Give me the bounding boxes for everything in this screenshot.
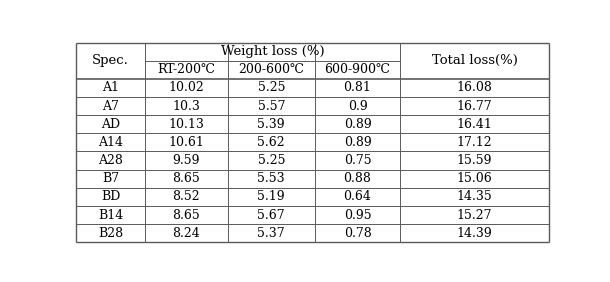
Text: 5.53: 5.53	[257, 172, 285, 185]
Text: 14.35: 14.35	[457, 190, 492, 203]
Text: A14: A14	[98, 136, 123, 149]
Text: B14: B14	[98, 209, 123, 222]
Text: A7: A7	[102, 100, 119, 113]
Text: 8.24: 8.24	[172, 227, 200, 240]
Text: 15.27: 15.27	[457, 209, 492, 222]
Text: 0.81: 0.81	[343, 81, 371, 94]
Text: 200-600℃: 200-600℃	[239, 63, 304, 76]
Text: 5.19: 5.19	[257, 190, 285, 203]
Text: 600-900℃: 600-900℃	[325, 63, 390, 76]
Text: 16.41: 16.41	[457, 118, 492, 131]
Text: 0.78: 0.78	[343, 227, 371, 240]
Text: B7: B7	[102, 172, 119, 185]
Text: AD: AD	[101, 118, 120, 131]
Text: Total loss(%): Total loss(%)	[432, 54, 517, 67]
Text: 5.57: 5.57	[257, 100, 285, 113]
Text: 9.59: 9.59	[173, 154, 200, 167]
Text: 10.61: 10.61	[168, 136, 204, 149]
Text: 5.62: 5.62	[257, 136, 285, 149]
Text: 0.64: 0.64	[343, 190, 371, 203]
Text: 16.77: 16.77	[457, 100, 492, 113]
Text: 15.06: 15.06	[457, 172, 492, 185]
Text: 0.89: 0.89	[343, 118, 371, 131]
Text: RT-200℃: RT-200℃	[157, 63, 215, 76]
Text: 5.37: 5.37	[257, 227, 285, 240]
Text: 10.02: 10.02	[168, 81, 204, 94]
Text: BD: BD	[101, 190, 120, 203]
Text: 10.3: 10.3	[172, 100, 200, 113]
Text: 0.95: 0.95	[343, 209, 371, 222]
Text: 5.39: 5.39	[257, 118, 285, 131]
Text: 0.9: 0.9	[348, 100, 367, 113]
Text: 0.75: 0.75	[343, 154, 371, 167]
Text: 5.25: 5.25	[257, 154, 285, 167]
Text: A28: A28	[98, 154, 123, 167]
Text: 8.65: 8.65	[172, 172, 200, 185]
Text: A1: A1	[102, 81, 119, 94]
Text: Weight loss (%): Weight loss (%)	[221, 45, 325, 58]
Text: 14.39: 14.39	[457, 227, 492, 240]
Text: 16.08: 16.08	[457, 81, 492, 94]
Text: 8.65: 8.65	[172, 209, 200, 222]
Text: 17.12: 17.12	[457, 136, 492, 149]
Text: 5.67: 5.67	[257, 209, 285, 222]
Text: B28: B28	[98, 227, 123, 240]
Text: 8.52: 8.52	[173, 190, 200, 203]
Text: 0.88: 0.88	[343, 172, 371, 185]
Text: 0.89: 0.89	[343, 136, 371, 149]
Text: 15.59: 15.59	[457, 154, 492, 167]
Text: Spec.: Spec.	[92, 54, 129, 67]
Text: 10.13: 10.13	[168, 118, 204, 131]
Text: 5.25: 5.25	[257, 81, 285, 94]
